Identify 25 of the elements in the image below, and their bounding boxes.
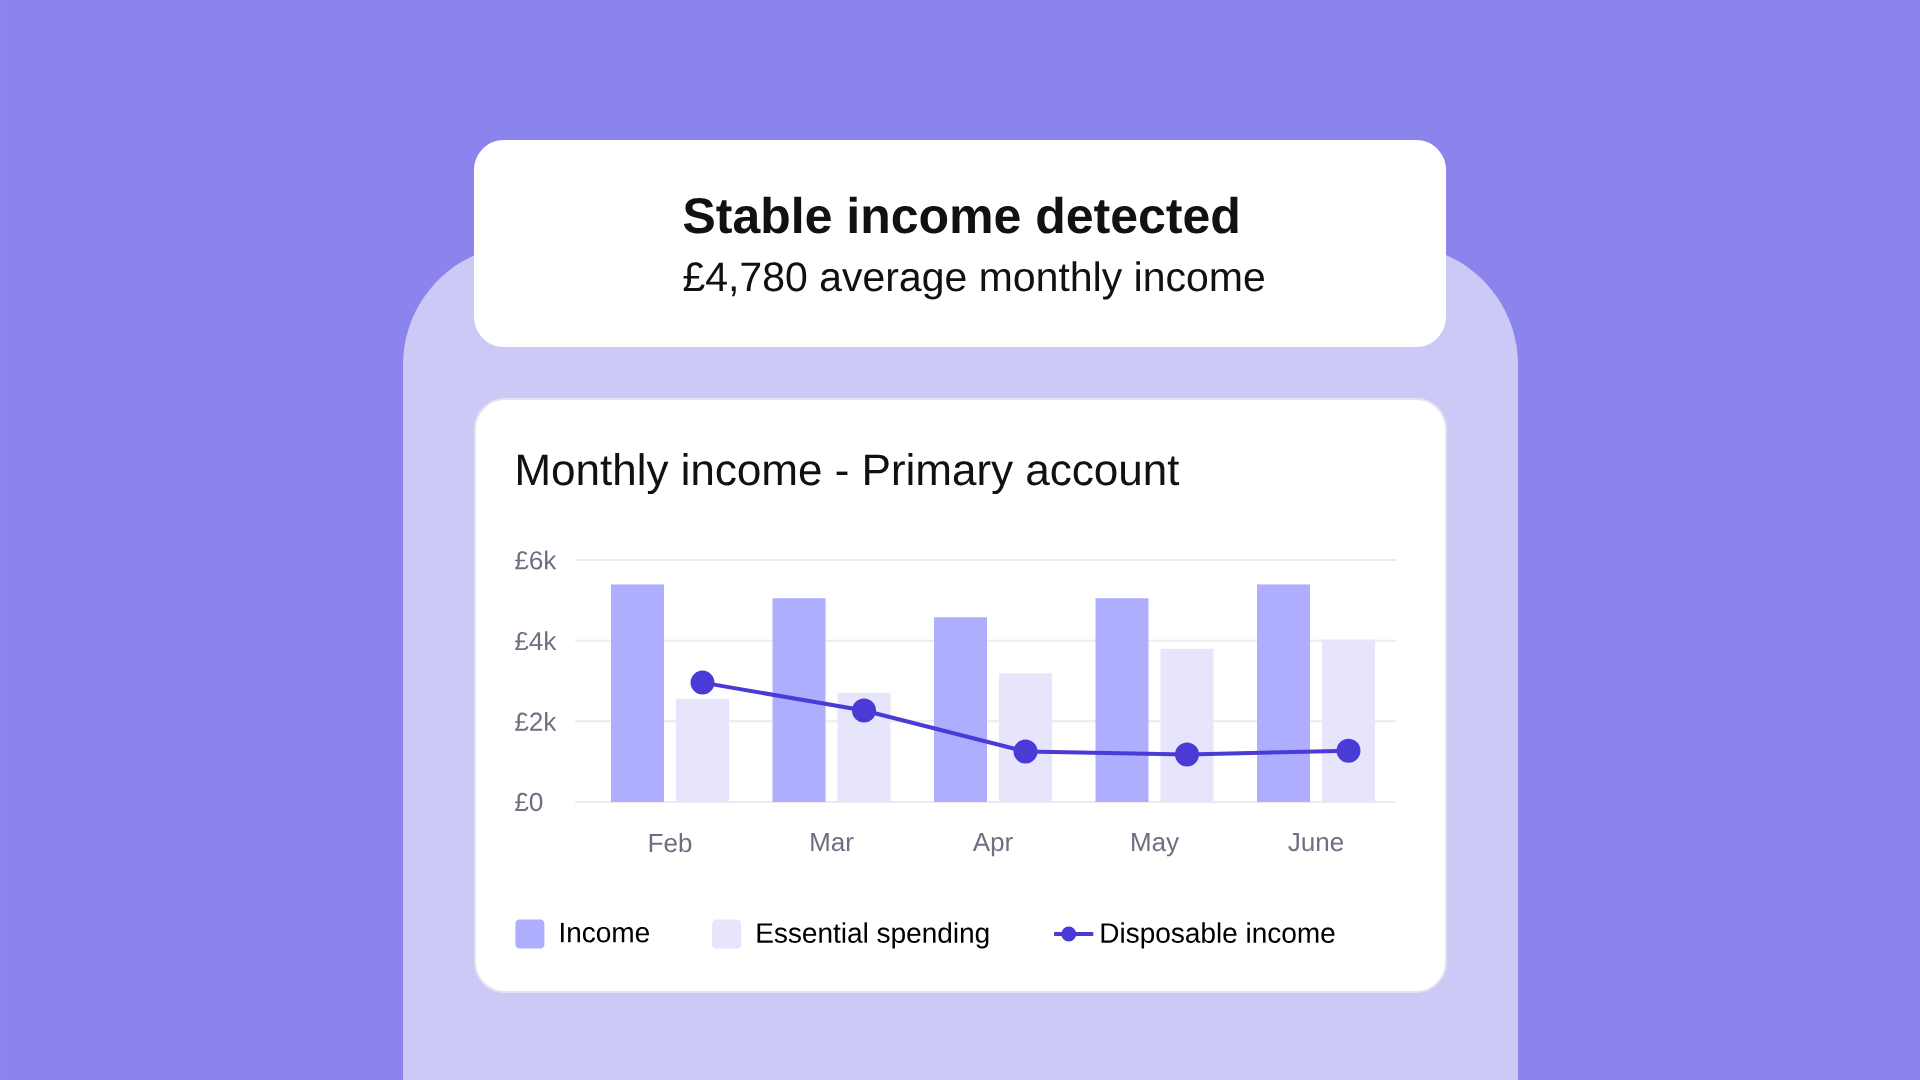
legend-label: Income xyxy=(560,922,649,943)
chart-title: Monthly income - Primary account xyxy=(518,453,1180,495)
legend-label: Disposable income xyxy=(1101,922,1335,949)
y-tick-label: £6k xyxy=(515,550,557,570)
bar xyxy=(611,584,665,802)
text: Stable income detected xyxy=(683,196,1238,234)
y-tick-label: £0 xyxy=(515,792,543,812)
text: £4,780 average monthly income xyxy=(683,261,1264,300)
legend-label: Essential spending xyxy=(757,922,989,949)
bar xyxy=(934,617,988,802)
y-tick-label: £4k xyxy=(515,631,557,651)
x-tick-label: Apr xyxy=(972,833,1013,857)
x-tick-label: Mar xyxy=(811,833,854,852)
point xyxy=(852,698,877,723)
y-tick-label: £2k xyxy=(515,711,557,731)
bar xyxy=(1095,598,1149,802)
x-tick-label: June xyxy=(1288,833,1344,852)
x-tick-label: Feb xyxy=(649,833,692,853)
point xyxy=(1175,742,1200,767)
point xyxy=(690,670,715,695)
point xyxy=(1013,739,1038,764)
x-tick-label: May xyxy=(1132,833,1180,857)
point xyxy=(1336,738,1361,763)
bar xyxy=(772,598,826,802)
bar xyxy=(1257,584,1311,802)
